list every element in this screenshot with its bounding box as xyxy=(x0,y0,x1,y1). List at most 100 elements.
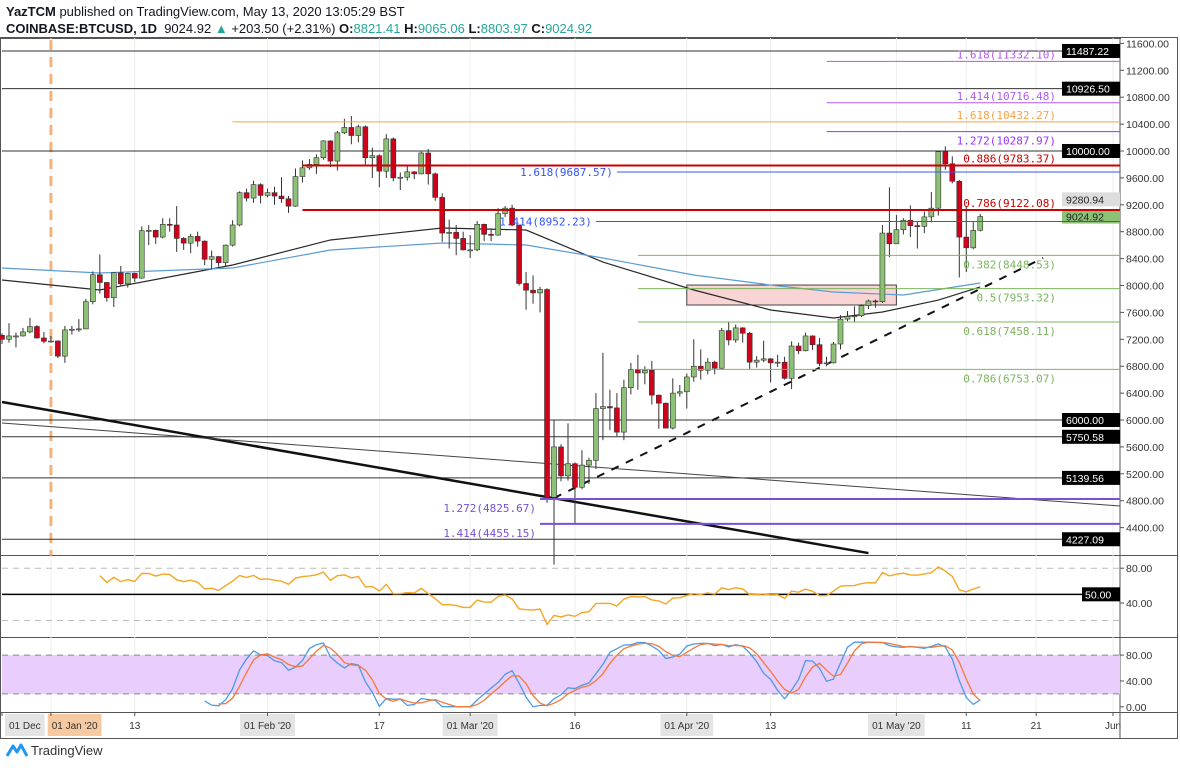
candle-body xyxy=(425,152,432,175)
candle xyxy=(767,358,774,383)
candle-body xyxy=(649,369,655,396)
price-axis-badge-text: 4227.09 xyxy=(1066,534,1104,546)
candle-body xyxy=(928,207,935,218)
time-tick-box xyxy=(47,714,102,736)
candle-body xyxy=(257,184,264,196)
candle xyxy=(439,193,446,242)
time-tick-label: 01 May '20 xyxy=(872,721,921,732)
candle xyxy=(327,140,334,168)
candle xyxy=(718,327,725,369)
price-tick-label: 11200.00 xyxy=(1126,65,1169,77)
tradingview-logo-icon xyxy=(6,743,28,757)
candle xyxy=(425,148,432,185)
tradingview-brand[interactable]: TradingView xyxy=(6,742,103,758)
candle-body xyxy=(55,340,61,357)
symbol-name[interactable]: COINBASE:BTCUSD, 1D xyxy=(6,21,157,36)
candle xyxy=(397,172,404,190)
candle-body xyxy=(607,406,613,409)
candle xyxy=(579,450,585,490)
candle-body xyxy=(837,318,844,345)
time-tick-label: Jun xyxy=(1105,721,1121,732)
candle xyxy=(159,218,166,239)
time-tick-label: 01 Apr '20 xyxy=(664,721,709,732)
candle xyxy=(900,218,907,235)
price-tick-label: 8400.00 xyxy=(1126,254,1164,266)
price-tick-label: 10400.00 xyxy=(1126,119,1170,131)
candle xyxy=(285,196,292,213)
author-name[interactable]: YazTCM xyxy=(6,4,56,19)
time-tick: 01 Jan '20 xyxy=(47,712,102,736)
candle-body xyxy=(159,224,166,238)
candle xyxy=(690,339,697,382)
candle-body xyxy=(271,192,278,197)
candle-body xyxy=(76,328,82,331)
fib-level: 1.272(10287.97) xyxy=(826,131,1120,148)
candle xyxy=(201,240,208,266)
candle-body xyxy=(97,274,103,283)
candle xyxy=(299,160,306,183)
time-tick-label: 13 xyxy=(765,721,777,732)
candle-body xyxy=(131,273,138,279)
time-tick: 21 xyxy=(1031,712,1042,732)
last-price: 9024.92 xyxy=(164,21,212,36)
candle-body xyxy=(124,273,131,285)
fib-level-label: 1.414(4455.15) xyxy=(443,527,536,540)
candle-body xyxy=(635,369,641,374)
candle-body xyxy=(285,198,292,207)
candle xyxy=(621,379,627,441)
candle-body xyxy=(390,138,397,179)
candle-body xyxy=(802,335,809,352)
candle-body xyxy=(893,229,900,245)
candle xyxy=(460,231,466,251)
candle-body xyxy=(593,408,599,461)
candle xyxy=(13,332,19,348)
candle xyxy=(739,327,746,343)
candle xyxy=(376,154,383,188)
candle xyxy=(173,206,180,252)
price-tick-label: 8000.00 xyxy=(1126,281,1164,293)
candle-body xyxy=(711,361,718,369)
candle xyxy=(970,221,977,250)
candle xyxy=(711,360,718,375)
candle xyxy=(390,137,397,182)
candle xyxy=(837,315,844,350)
candle xyxy=(446,219,453,249)
price-axis-badge: 5750.58 xyxy=(1062,429,1120,444)
fib-level: 1.618(11332.10) xyxy=(826,48,1120,62)
time-tick: 16 xyxy=(569,712,581,732)
candle xyxy=(656,394,662,429)
trendline-thick xyxy=(1,400,869,555)
candle xyxy=(928,192,935,223)
candle-body xyxy=(404,171,411,178)
price-axis-badge-text: 9280.94 xyxy=(1066,194,1104,206)
candle xyxy=(586,457,592,484)
candle-body xyxy=(215,256,222,263)
price-axis xyxy=(1121,38,1177,555)
price-axis-badge: 11487.22 xyxy=(1062,43,1120,58)
candle xyxy=(600,352,606,441)
candle-body xyxy=(795,345,802,352)
candle xyxy=(893,214,900,245)
candle-body xyxy=(341,127,348,134)
candle-body xyxy=(753,359,760,363)
candle xyxy=(746,331,753,369)
time-tick: 13 xyxy=(129,712,141,732)
candle-body xyxy=(355,126,362,136)
candle-body xyxy=(872,300,879,303)
candle xyxy=(669,378,676,430)
candle-body xyxy=(236,192,243,226)
time-tick: 01 Apr '20 xyxy=(660,712,714,736)
candle-body xyxy=(320,140,327,159)
candle xyxy=(34,325,40,339)
candle xyxy=(278,177,285,203)
time-tick-box xyxy=(240,714,296,736)
candle-body xyxy=(704,361,711,371)
fib-level-label: 1.272(10287.97) xyxy=(957,135,1056,148)
candle xyxy=(537,286,543,313)
fib-level-label: 0.382(8448.53) xyxy=(963,258,1056,271)
fib-level: 1.414(8952.23) xyxy=(499,215,1120,228)
low-value: 8803.97 xyxy=(480,21,528,36)
candle-body xyxy=(865,300,872,306)
price-axis-badge: 10926.50 xyxy=(1062,81,1120,96)
